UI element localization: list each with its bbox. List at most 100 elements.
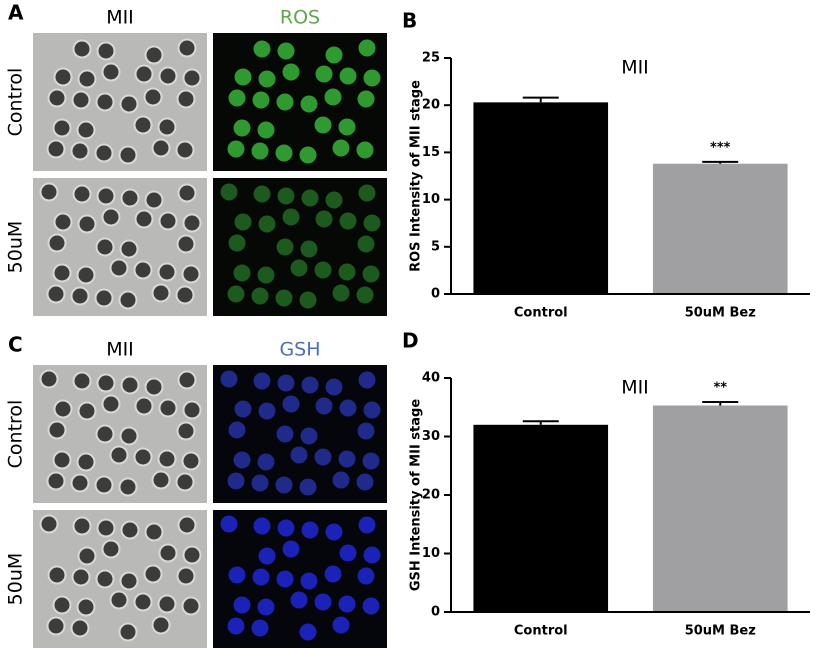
oocyte — [120, 188, 140, 208]
chart-title: MII — [621, 57, 649, 79]
oocyte — [276, 238, 294, 256]
oocyte — [182, 213, 202, 233]
oocyte — [299, 291, 317, 309]
oocyte — [300, 240, 318, 258]
oocyte — [338, 118, 356, 136]
oocyte — [234, 68, 252, 86]
oocyte — [356, 286, 374, 304]
oocyte — [258, 547, 276, 565]
oocyte — [39, 182, 59, 202]
oocyte — [101, 539, 121, 559]
significance: *** — [710, 140, 731, 155]
oocyte — [325, 46, 343, 64]
bar — [473, 102, 609, 294]
oocyte — [157, 117, 177, 137]
oocyte — [76, 452, 96, 472]
row-label: Control — [5, 68, 27, 137]
bar — [652, 405, 788, 612]
oocyte — [314, 448, 332, 466]
oocyte — [356, 473, 374, 491]
oocyte — [96, 373, 116, 393]
oocyte — [96, 186, 116, 206]
oocyte — [119, 571, 139, 591]
oocyte — [95, 569, 115, 589]
oocyte — [53, 399, 73, 419]
oocyte — [339, 67, 357, 85]
oocyte — [332, 284, 350, 302]
oocyte — [275, 144, 293, 162]
oocyte — [157, 262, 177, 282]
y-tick-label: 30 — [422, 429, 440, 444]
oocyte — [109, 445, 129, 465]
oocyte — [228, 89, 246, 107]
oocyte — [119, 426, 139, 446]
oocyte — [357, 567, 375, 585]
oocyte — [276, 93, 294, 111]
oocyte — [290, 591, 308, 609]
panel-label: C — [8, 333, 23, 357]
oocyte — [300, 95, 318, 113]
oocyte — [76, 120, 96, 140]
oocyte — [282, 63, 300, 81]
y-tick-label: 25 — [422, 51, 440, 66]
oocyte — [275, 289, 293, 307]
oocyte — [182, 545, 202, 565]
oocyte — [299, 623, 317, 641]
oocyte — [181, 596, 201, 616]
oocyte — [52, 263, 72, 283]
oocyte — [233, 264, 251, 282]
oocyte — [324, 565, 342, 583]
bar — [652, 163, 788, 294]
oocyte — [176, 234, 196, 254]
oocyte — [76, 597, 96, 617]
oocyte — [109, 258, 129, 278]
oocyte — [175, 140, 195, 160]
oocyte — [177, 38, 197, 58]
oocyte — [258, 402, 276, 420]
oocyte — [143, 564, 163, 584]
oocyte — [182, 400, 202, 420]
oocyte — [228, 421, 246, 439]
oocyte — [144, 377, 164, 397]
oocyte — [133, 447, 153, 467]
oocyte — [77, 546, 97, 566]
oocyte — [71, 567, 91, 587]
row-label: 50uM — [5, 221, 27, 274]
oocyte — [72, 371, 92, 391]
oocyte — [290, 446, 308, 464]
oocyte — [177, 183, 197, 203]
oocyte — [151, 615, 171, 635]
oocyte — [118, 622, 138, 642]
oocyte — [325, 378, 343, 396]
oocyte — [282, 208, 300, 226]
y-tick-label: 40 — [422, 371, 440, 386]
oocyte — [290, 259, 308, 277]
oocyte — [96, 518, 116, 538]
oocyte — [275, 476, 293, 494]
column-header: GSH — [279, 339, 320, 361]
oocyte — [257, 453, 275, 471]
oocyte — [52, 118, 72, 138]
oocyte — [133, 115, 153, 135]
oocyte — [277, 519, 295, 537]
oocyte — [220, 183, 238, 201]
oocyte — [358, 371, 376, 389]
oocyte — [70, 286, 90, 306]
y-tick-label: 0 — [431, 287, 440, 302]
y-tick-label: 5 — [431, 239, 440, 254]
oocyte — [253, 185, 271, 203]
oocyte — [220, 370, 238, 388]
oocyte — [72, 516, 92, 536]
oocyte — [118, 290, 138, 310]
oocyte — [362, 597, 380, 615]
row-label: 50uM — [5, 553, 27, 606]
oocyte — [233, 451, 251, 469]
oocyte — [143, 87, 163, 107]
oocyte — [251, 619, 269, 637]
oocyte — [118, 145, 138, 165]
oocyte — [228, 234, 246, 252]
x-tick-label: Control — [514, 624, 568, 639]
oocyte — [227, 472, 245, 490]
oocyte — [101, 207, 121, 227]
